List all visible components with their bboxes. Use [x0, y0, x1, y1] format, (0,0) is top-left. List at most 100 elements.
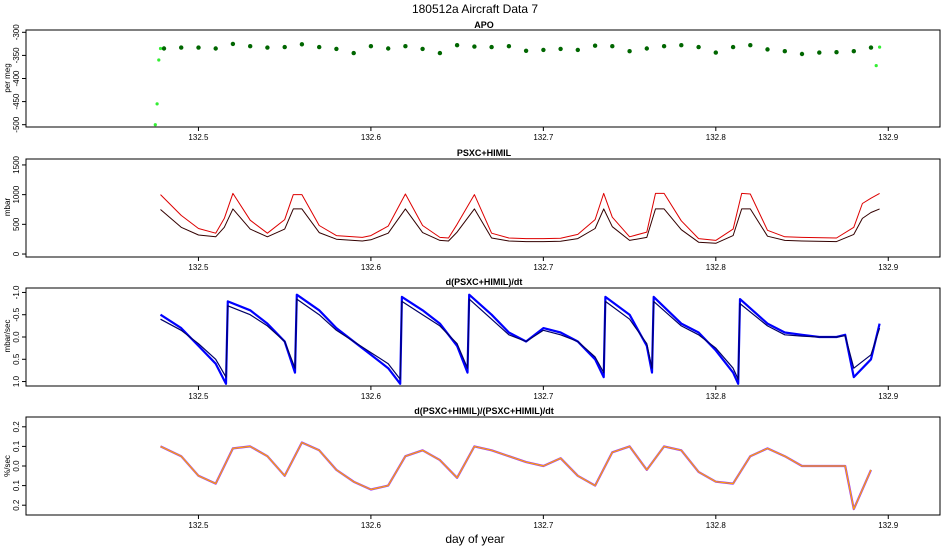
series-apo_dark [161, 41, 874, 57]
data-point [157, 58, 161, 62]
x-tick-label: 132.6 [361, 392, 382, 401]
x-tick-label: 132.5 [188, 133, 209, 142]
figure-title: 180512a Aircraft Data 7 [412, 2, 538, 16]
series-line-psxc_upper [160, 192, 880, 241]
data-point [351, 50, 356, 56]
x-tick-label: 132.8 [706, 133, 727, 142]
series-line-r_orange [160, 441, 872, 510]
series-line-d_dark [160, 298, 881, 380]
y-tick-label: -450 [12, 93, 21, 110]
data-point [541, 47, 546, 53]
y-tick-label: 0.5 [12, 353, 21, 365]
x-tick-label: 132.7 [533, 133, 554, 142]
panel-dpdt: d(PSXC+HIMIL)/dt mbar/sec 132.5 132.6 132.… [3, 277, 941, 401]
y-tick-label: 1.0 [12, 375, 21, 387]
x-tick-label: 132.9 [878, 521, 899, 530]
x-tick-label: 132.7 [533, 392, 554, 401]
y-tick-label: -400 [12, 70, 21, 87]
data-point [644, 46, 649, 51]
data-point [868, 45, 874, 50]
data-point [627, 49, 632, 54]
data-point [213, 46, 218, 51]
panel-ylabel: %/sec [3, 455, 12, 477]
data-point [454, 43, 460, 48]
data-point [558, 46, 563, 52]
data-point [817, 50, 822, 55]
panel-ylabel: mbar [3, 198, 12, 217]
y-tick-label: -500 [12, 116, 21, 133]
y-tick-label: 0.2 [12, 421, 21, 433]
x-tick-label: 132.8 [706, 392, 727, 401]
data-point [610, 44, 615, 49]
y-tick-label: 0.0 [12, 331, 21, 343]
data-point [334, 46, 339, 52]
x-tick-label: 132.5 [188, 521, 209, 530]
data-point [158, 46, 163, 51]
data-point [230, 41, 236, 47]
data-point [765, 47, 770, 52]
data-point [420, 46, 425, 52]
panel-title: PSXC+HIMIL [457, 148, 512, 158]
data-point [472, 44, 477, 49]
x-tick-label: 132.5 [188, 263, 209, 272]
panel-title: APO [474, 20, 494, 30]
data-point [878, 45, 882, 49]
x-tick-label: 132.9 [878, 133, 899, 142]
panel-title: d(PSXC+HIMIL)/dt [446, 277, 523, 287]
plot-area: 132.5 132.6 132.7 132.8 132.9 0.2 0.1 0.0 0.1 0.2 [12, 416, 941, 530]
data-point [437, 50, 443, 56]
panel-ylabel: per meg [3, 63, 12, 92]
x-tick-label: 132.6 [361, 521, 382, 530]
y-tick-label: 0.1 [12, 440, 21, 452]
data-point [489, 44, 494, 50]
x-tick-label: 132.8 [706, 521, 727, 530]
data-point [179, 45, 184, 50]
data-point [506, 44, 512, 49]
data-point [661, 44, 667, 49]
data-point [386, 46, 391, 51]
y-tick-label: 1000 [12, 185, 21, 203]
series-line-psxc_lower [160, 208, 880, 244]
data-point [161, 46, 167, 51]
data-point [592, 43, 598, 48]
x-tick-label: 132.8 [706, 263, 727, 272]
panel-title: d(PSXC+HIMIL)/(PSXC+HIMIL)/dt [414, 406, 554, 416]
x-tick-label: 132.9 [878, 263, 899, 272]
data-point [679, 43, 684, 48]
y-tick-label: -1.0 [12, 285, 21, 299]
data-point [834, 50, 839, 55]
x-tick-label: 132.5 [188, 392, 209, 401]
data-point [282, 44, 287, 50]
data-point [368, 44, 374, 49]
panel-rel-dpdt: d(PSXC+HIMIL)/(PSXC+HIMIL)/dt %/sec 132.… [3, 406, 941, 530]
data-point [575, 47, 580, 53]
data-point [265, 45, 270, 50]
data-point [299, 42, 305, 47]
data-point [748, 43, 753, 48]
y-tick-label: 0.0 [12, 460, 21, 472]
x-tick-label: 132.7 [533, 521, 554, 530]
y-tick-label: 500 [12, 217, 21, 231]
x-tick-label: 132.6 [361, 263, 382, 272]
data-point [153, 123, 157, 127]
plot-area: 132.5 132.6 132.7 132.8 132.9 -500 -450 -400 -35… [12, 24, 941, 142]
y-tick-label: -0.5 [12, 307, 21, 321]
plot-frame [25, 158, 941, 258]
data-point [317, 44, 322, 50]
data-point [782, 49, 787, 54]
plot-area: 132.5 132.6 132.7 132.8 132.9 0 500 1000 1500 [12, 155, 941, 272]
data-point [713, 50, 718, 55]
y-tick-label: 0.2 [12, 499, 21, 511]
y-tick-label: -300 [12, 24, 21, 41]
data-point [799, 51, 805, 57]
data-point [196, 45, 201, 50]
y-tick-label: -350 [12, 47, 21, 64]
x-tick-label: 132.6 [361, 133, 382, 142]
data-point [248, 44, 253, 49]
y-tick-label: 1500 [12, 155, 21, 173]
y-tick-label: 0 [12, 251, 21, 256]
panel-psxc: PSXC+HIMIL mbar 132.5 132.6 132.7 132.8 132.… [3, 148, 941, 272]
data-point [696, 44, 701, 50]
x-tick-label: 132.9 [878, 392, 899, 401]
